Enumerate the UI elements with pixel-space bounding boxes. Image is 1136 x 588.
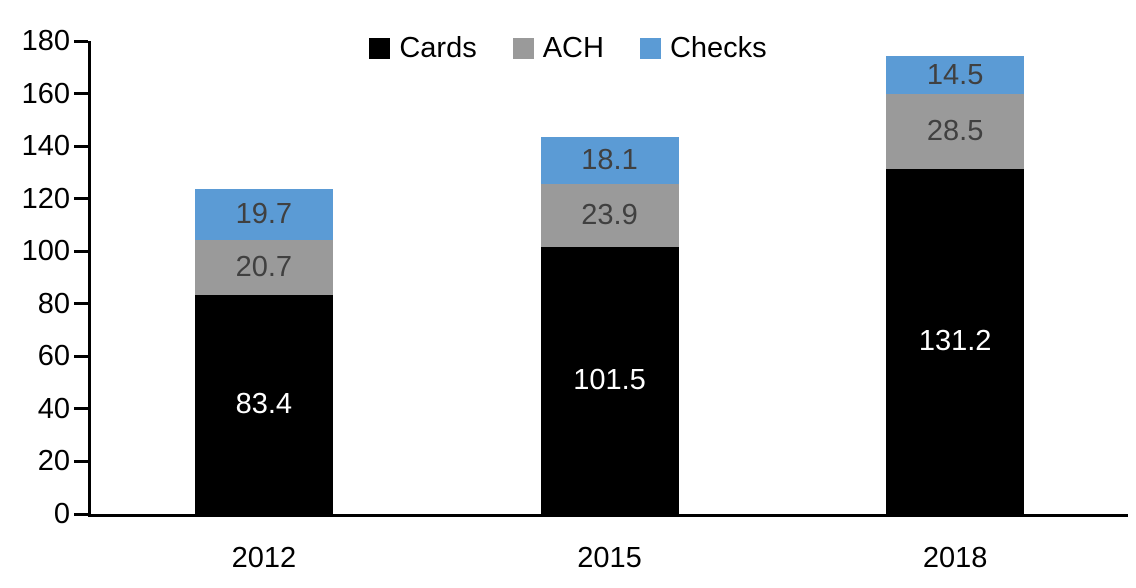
x-label-2018: 2018 <box>922 542 988 574</box>
y-tick-140 <box>74 144 88 148</box>
y-tick-label-100: 100 <box>21 235 70 268</box>
y-tick-label-40: 40 <box>37 392 70 425</box>
y-tick-100 <box>74 249 88 253</box>
data-label-ach-2012: 20.7 <box>235 251 293 284</box>
data-label-cards-2018: 131.2 <box>918 325 992 358</box>
x-label-2015: 2015 <box>577 542 642 574</box>
y-tick-label-180: 180 <box>21 25 70 57</box>
y-tick-label-60: 60 <box>37 340 70 373</box>
y-tick-label-20: 20 <box>37 445 70 478</box>
y-tick-120 <box>74 197 88 201</box>
bar-segment-cards-2012: 83.4 <box>194 294 333 514</box>
y-tick-label-140: 140 <box>21 130 70 163</box>
y-tick-160 <box>74 92 88 96</box>
data-label-ach-2015: 23.9 <box>581 199 638 232</box>
y-tick-label-0: 0 <box>53 498 70 530</box>
data-label-cards-2012: 83.4 <box>235 387 293 420</box>
y-tick-label-80: 80 <box>37 287 70 320</box>
legend-item-ach: ACH <box>512 32 604 64</box>
data-label-cards-2015: 101.5 <box>573 364 646 397</box>
legend-label-cards: Cards <box>399 32 477 64</box>
bar-segment-checks-2015: 18.1 <box>540 136 679 185</box>
data-label-checks-2015: 18.1 <box>581 144 638 177</box>
bar-2018: 131.2 28.5 14.5 <box>886 41 1025 514</box>
y-tick-80 <box>74 302 88 306</box>
legend-item-cards: Cards <box>369 32 477 64</box>
bar-2015: 101.5 23.9 18.1 <box>540 41 679 514</box>
y-tick-20 <box>74 459 88 463</box>
legend-label-ach: ACH <box>542 32 604 64</box>
checks-swatch-icon <box>639 37 661 59</box>
y-tick-0 <box>74 512 88 516</box>
y-tick-180 <box>74 39 88 43</box>
plot-area: 0 20 40 60 80 100 120 140 160 180 83.4 20.7 19.7 2012… <box>22 25 1128 574</box>
bar-segment-ach-2018: 28.5 <box>886 94 1025 170</box>
y-tick-60 <box>74 354 88 358</box>
cards-swatch-icon <box>369 37 391 59</box>
bar-2012: 83.4 20.7 19.7 <box>194 41 333 514</box>
bar-segment-cards-2018: 131.2 <box>886 169 1025 514</box>
y-tick-label-160: 160 <box>21 77 70 110</box>
legend-label-checks: Checks <box>669 32 767 64</box>
bar-segment-ach-2012: 20.7 <box>194 240 333 295</box>
bar-segment-ach-2015: 23.9 <box>540 184 679 248</box>
legend: Cards ACH Checks <box>0 33 1136 63</box>
data-label-checks-2018: 14.5 <box>926 58 984 91</box>
data-label-checks-2012: 19.7 <box>235 198 293 231</box>
legend-item-checks: Checks <box>639 32 767 64</box>
x-label-2012: 2012 <box>231 542 297 574</box>
bar-segment-checks-2012: 19.7 <box>194 188 333 241</box>
bar-segment-cards-2015: 101.5 <box>540 247 679 514</box>
y-tick-40 <box>74 407 88 411</box>
data-label-ach-2018: 28.5 <box>926 115 984 148</box>
y-tick-label-120: 120 <box>21 182 70 215</box>
ach-swatch-icon <box>512 37 534 59</box>
bar-segment-checks-2018: 14.5 <box>886 56 1025 95</box>
